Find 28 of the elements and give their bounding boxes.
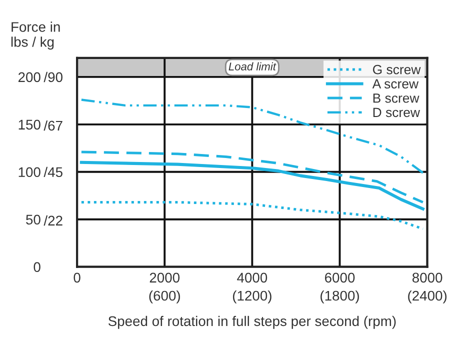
x-tick-label: 6000	[325, 272, 355, 283]
x2-tick-label: (1800)	[320, 290, 359, 304]
y2-tick-label: /45	[44, 166, 62, 178]
y2-tick-label: /67	[44, 120, 62, 131]
x2-tick-label: (1200)	[232, 290, 272, 304]
y-tick-label: 0	[34, 262, 40, 272]
y-tick-label: 50	[26, 214, 40, 225]
y-tick-label: 100	[18, 167, 40, 178]
x-tick-label: 0	[74, 272, 80, 283]
band-label: Load limit	[228, 62, 276, 70]
y-tick-label: 200	[18, 72, 40, 82]
x-tick-label: 2000	[150, 272, 180, 283]
y-tick-label: 150	[18, 120, 40, 130]
legend-label: G screw	[372, 64, 421, 74]
y2-tick-label: /90	[44, 72, 62, 82]
legend-label: D screw	[373, 108, 420, 118]
legend-label: B screw	[373, 94, 420, 103]
x-axis-title: Speed of rotation in full steps per second (rpm)	[108, 316, 396, 329]
legend-label: A screw	[372, 79, 419, 89]
line-series	[80, 160, 424, 210]
x-tick-label: 4000	[237, 272, 268, 283]
x2-tick-label: (600)	[149, 290, 180, 304]
y2-tick-label: /22	[44, 215, 62, 226]
x-tick-label: 8000	[412, 272, 442, 283]
x2-tick-label: (2400)	[408, 290, 447, 304]
y-axis-title: Force in lbs / kg	[11, 22, 60, 50]
line-series	[80, 150, 424, 204]
line-series	[80, 201, 424, 230]
